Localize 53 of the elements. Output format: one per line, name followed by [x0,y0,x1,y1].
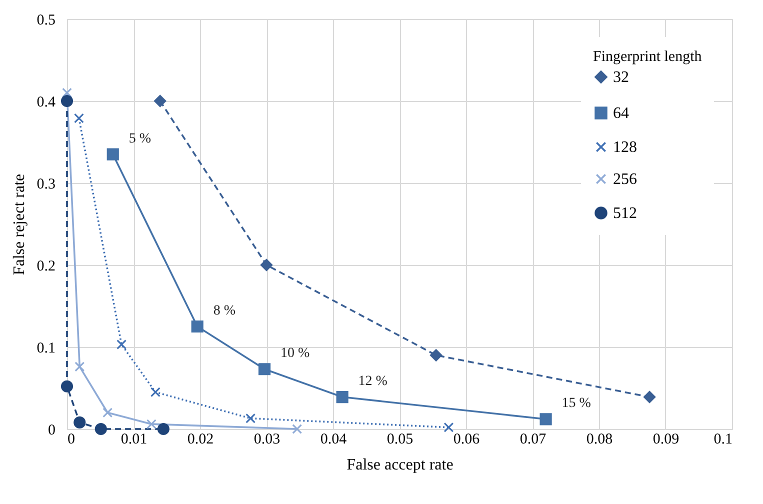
point [94,422,107,436]
point [246,413,256,424]
point [60,380,74,392]
point [74,362,85,372]
legend-label: 512 [613,205,637,222]
legend-title: Fingerprint length [593,49,702,65]
point [106,148,119,160]
x-tick-label: 0.04 [320,432,348,448]
y-tick-label: 0.5 [36,12,56,28]
point [191,320,204,333]
legend-label: 64 [613,105,629,122]
point [116,340,127,350]
y-tick-label: 0.4 [36,94,56,110]
point [150,387,160,398]
annotation: 8 % [213,304,236,318]
point [292,424,302,434]
annotation: 10 % [280,346,310,362]
y-tick-label: 0.3 [36,176,56,192]
point [430,349,442,362]
y-axis-title: False reject rate [10,174,28,276]
x-tick-label: 0.09 [652,432,680,448]
x-tick-label: 0.06 [453,432,480,448]
y-tick-label: 0.2 [36,258,56,274]
point [157,422,170,436]
legend-label: 128 [613,139,637,156]
point [260,258,273,272]
point [540,413,552,426]
legend-label: 256 [613,171,637,188]
x-tick-label: 0.01 [120,432,148,448]
x-tick-label: 0.07 [520,432,547,448]
legend-label: 32 [613,69,629,86]
x-tick-label: 0.02 [187,432,214,448]
point [336,390,348,404]
y-tick-label: 0.1 [36,340,56,356]
x-tick-label: 0 [68,432,75,448]
point [60,94,74,108]
x-axis-title: False accept rate [346,456,454,474]
annotation: 12 % [358,374,388,390]
x-tick-label: 0.03 [254,432,280,448]
annotation: 5 % [128,131,152,146]
point [154,94,166,108]
x-tick-label: 0.1 [714,432,732,448]
point [74,416,86,428]
point [74,113,84,124]
x-tick-label: 0.08 [586,432,613,448]
point [258,363,271,376]
point [643,390,656,404]
point [146,419,156,430]
point [62,88,72,98]
annotation: 15 % [562,396,592,412]
x-tick-label: 0.05 [386,432,414,448]
point [102,408,113,418]
point [444,422,454,432]
